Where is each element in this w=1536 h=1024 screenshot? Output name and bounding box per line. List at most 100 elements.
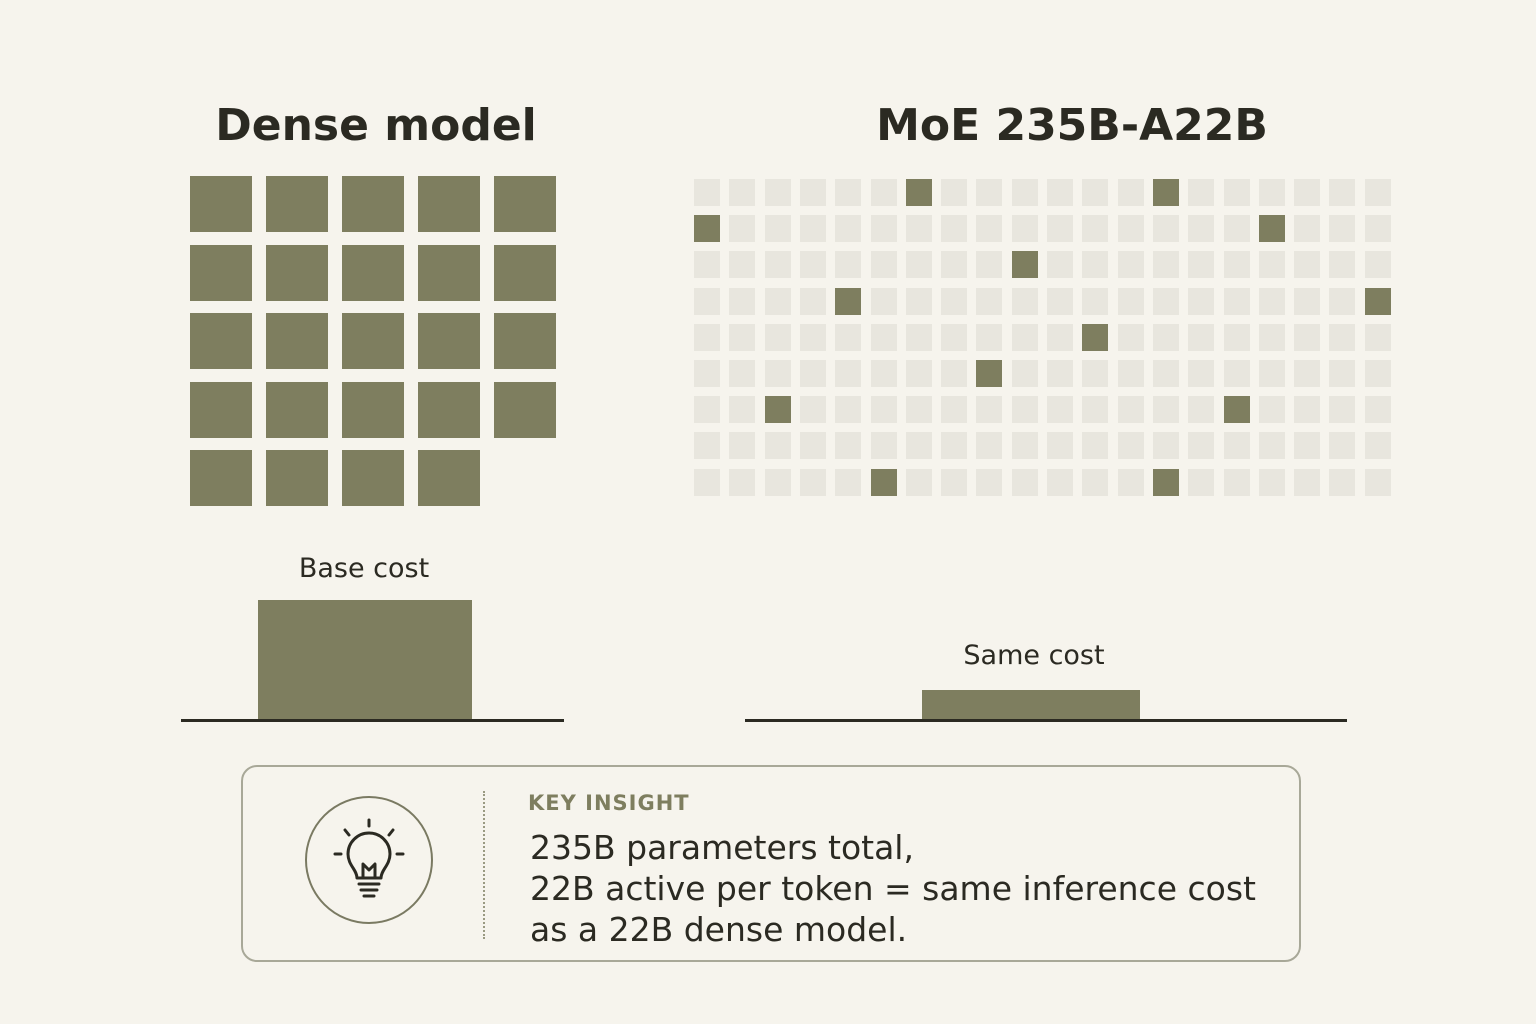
moe-inactive-expert: [1011, 360, 1038, 387]
moe-inactive-expert: [835, 323, 862, 351]
dense-parameter-block: [418, 176, 480, 232]
moe-inactive-expert: [1294, 215, 1321, 243]
moe-active-expert: [1152, 179, 1179, 206]
moe-inactive-expert: [976, 215, 1003, 243]
moe-active-expert: [1223, 396, 1250, 424]
moe-inactive-expert: [1258, 468, 1285, 496]
moe-inactive-expert: [799, 323, 826, 351]
moe-inactive-expert: [835, 432, 862, 460]
moe-inactive-expert: [1364, 215, 1391, 243]
dense-parameter-block: [342, 176, 404, 232]
moe-inactive-expert: [905, 432, 932, 460]
moe-inactive-expert: [1223, 287, 1250, 315]
dense-parameter-block: [342, 244, 404, 301]
moe-model-title: MoE 235B-A22B: [876, 100, 1268, 151]
moe-inactive-expert: [905, 468, 932, 496]
moe-active-expert: [870, 468, 897, 496]
moe-inactive-expert: [764, 251, 791, 279]
moe-inactive-expert: [1152, 360, 1179, 387]
dense-parameter-block: [190, 313, 252, 369]
insight-divider: [483, 791, 485, 939]
moe-inactive-expert: [1329, 323, 1356, 351]
moe-inactive-expert: [799, 287, 826, 315]
moe-inactive-expert: [1047, 432, 1073, 460]
moe-inactive-expert: [1258, 179, 1285, 206]
moe-inactive-expert: [1011, 323, 1038, 351]
moe-inactive-expert: [1152, 396, 1179, 424]
moe-inactive-expert: [941, 396, 968, 424]
dense-parameter-block: [342, 313, 404, 369]
insight-line-2: 22B active per token = same inference co…: [530, 869, 1256, 908]
moe-inactive-expert: [1082, 468, 1109, 496]
moe-inactive-expert: [764, 468, 791, 496]
moe-inactive-expert: [799, 251, 826, 279]
moe-inactive-expert: [764, 360, 791, 387]
moe-inactive-expert: [1294, 323, 1321, 351]
moe-inactive-expert: [1294, 468, 1321, 496]
moe-inactive-expert: [976, 396, 1003, 424]
moe-inactive-expert: [976, 251, 1003, 279]
moe-inactive-expert: [1082, 432, 1109, 460]
moe-inactive-expert: [905, 215, 932, 243]
moe-inactive-expert: [1258, 432, 1285, 460]
moe-inactive-expert: [1117, 468, 1144, 496]
moe-inactive-expert: [1329, 468, 1356, 496]
moe-inactive-expert: [1011, 179, 1038, 206]
dense-cost-label: Base cost: [298, 553, 430, 584]
moe-inactive-expert: [1188, 468, 1215, 496]
moe-inactive-expert: [1152, 215, 1179, 243]
moe-inactive-expert: [1047, 215, 1073, 243]
moe-inactive-expert: [694, 251, 720, 279]
moe-inactive-expert: [1364, 468, 1391, 496]
dense-parameter-block: [418, 381, 480, 438]
moe-inactive-expert: [870, 287, 897, 315]
moe-inactive-expert: [1364, 360, 1391, 387]
moe-inactive-expert: [1047, 251, 1073, 279]
moe-inactive-expert: [1364, 179, 1391, 206]
moe-inactive-expert: [1082, 396, 1109, 424]
dense-parameter-block: [190, 450, 252, 506]
moe-inactive-expert: [1294, 179, 1321, 206]
moe-inactive-expert: [694, 179, 720, 206]
dense-parameter-block: [266, 381, 328, 438]
moe-inactive-expert: [1294, 287, 1321, 315]
dense-parameter-block: [494, 313, 556, 369]
moe-inactive-expert: [729, 179, 756, 206]
moe-inactive-expert: [1011, 432, 1038, 460]
dense-parameter-block: [190, 244, 252, 301]
moe-inactive-expert: [1188, 251, 1215, 279]
moe-inactive-expert: [764, 432, 791, 460]
moe-inactive-expert: [1082, 215, 1109, 243]
moe-inactive-expert: [1047, 323, 1073, 351]
moe-inactive-expert: [835, 179, 862, 206]
key-insight-panel: KEY INSIGHT 235B parameters total, 22B a…: [241, 765, 1301, 962]
moe-inactive-expert: [1152, 251, 1179, 279]
moe-inactive-expert: [1011, 396, 1038, 424]
dense-cost-bar: [258, 600, 472, 719]
moe-inactive-expert: [1117, 360, 1144, 387]
dense-parameter-block: [190, 381, 252, 438]
moe-inactive-expert: [905, 287, 932, 315]
moe-inactive-expert: [694, 468, 720, 496]
moe-inactive-expert: [764, 215, 791, 243]
moe-inactive-expert: [835, 360, 862, 387]
moe-active-expert: [1082, 323, 1109, 351]
moe-active-expert: [835, 287, 862, 315]
moe-inactive-expert: [1188, 396, 1215, 424]
moe-cost-baseline: [745, 719, 1347, 722]
moe-inactive-expert: [905, 396, 932, 424]
moe-inactive-expert: [1011, 468, 1038, 496]
moe-inactive-expert: [1047, 396, 1073, 424]
moe-inactive-expert: [729, 468, 756, 496]
moe-inactive-expert: [1188, 215, 1215, 243]
moe-inactive-expert: [976, 287, 1003, 315]
moe-inactive-expert: [1082, 360, 1109, 387]
moe-inactive-expert: [1329, 396, 1356, 424]
moe-inactive-expert: [1117, 179, 1144, 206]
moe-inactive-expert: [905, 251, 932, 279]
insight-label: KEY INSIGHT: [528, 791, 690, 815]
dense-cost-baseline: [181, 719, 564, 722]
moe-inactive-expert: [694, 323, 720, 351]
moe-inactive-expert: [694, 432, 720, 460]
moe-inactive-expert: [694, 396, 720, 424]
